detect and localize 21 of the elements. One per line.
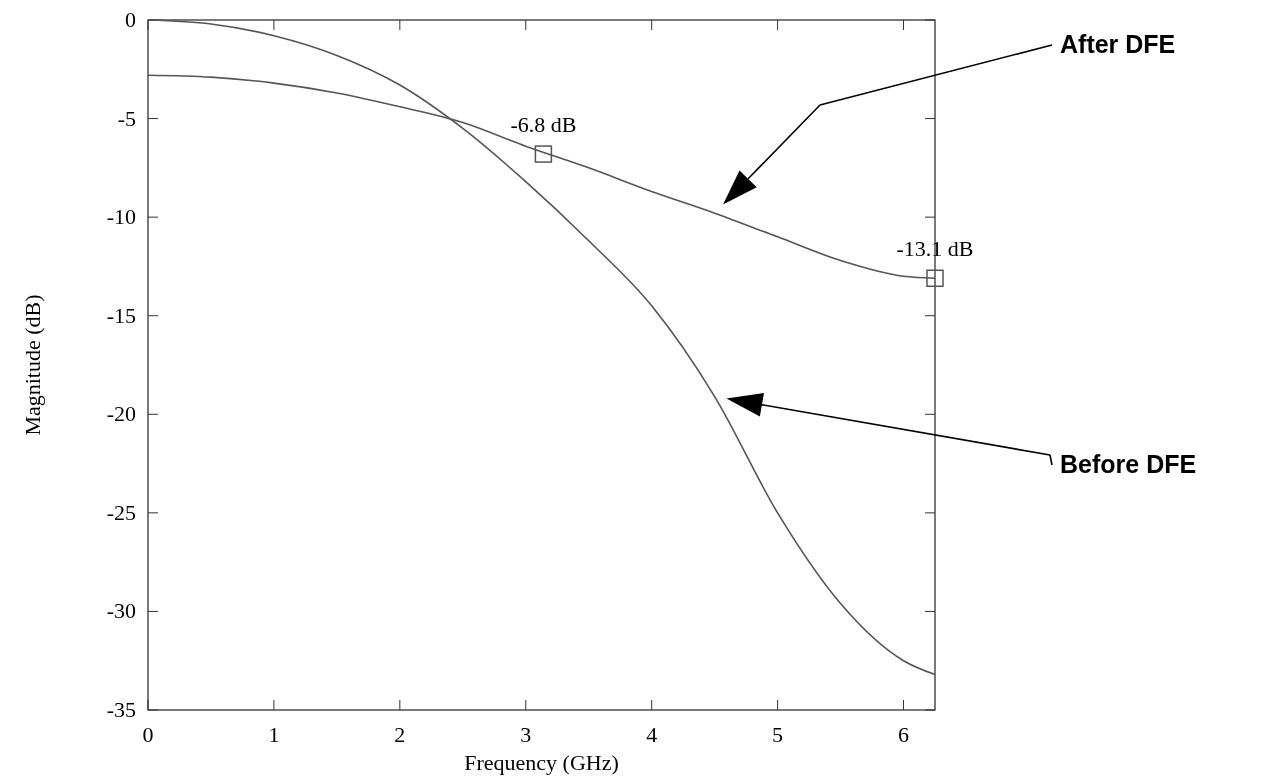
x-tick-label: 2 — [394, 722, 406, 747]
x-tick-label: 5 — [772, 722, 784, 747]
y-tick-label: -35 — [106, 697, 136, 722]
x-axis-title: Frequency (GHz) — [464, 750, 619, 775]
text: After DFE — [1060, 30, 1176, 58]
annotation: -6.8 dB — [510, 112, 577, 138]
y-tick-label: -20 — [106, 401, 136, 427]
text: Before DFE — [1060, 450, 1197, 478]
y-tick-label: -10 — [106, 204, 136, 230]
y-tick-label: -30 — [106, 598, 136, 624]
y-tick-label: -25 — [106, 499, 136, 525]
y-tick-label: -5 — [117, 105, 136, 131]
x-tick-label: 3 — [520, 722, 532, 747]
y-tick-label: 0 — [125, 7, 136, 32]
x-tick-label: 4 — [646, 722, 658, 747]
x-tick-label: 0 — [142, 722, 154, 747]
x-tick-label: 1 — [268, 722, 280, 747]
x-tick-label: 6 — [898, 722, 910, 747]
annotation: -13.1 dB — [896, 236, 974, 262]
y-axis-title: Magnitude (dB) — [20, 294, 45, 436]
y-tick-label: -15 — [106, 302, 136, 328]
